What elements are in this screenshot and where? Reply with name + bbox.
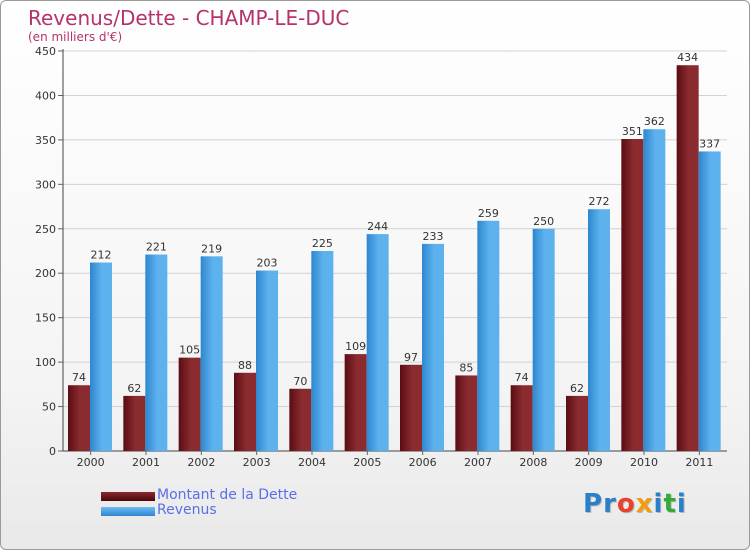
legend-label-dette: Montant de la Dette bbox=[157, 487, 298, 503]
x-tick-label: 2005 bbox=[353, 456, 381, 469]
bar-dette-2010 bbox=[621, 139, 644, 451]
data-label-dette-2005: 109 bbox=[345, 340, 366, 353]
x-tick-label: 2011 bbox=[685, 456, 713, 469]
data-label-dette-2010: 351 bbox=[622, 125, 643, 138]
data-label-dette-2003: 88 bbox=[238, 359, 252, 372]
bar-dette-2011 bbox=[676, 65, 699, 451]
bar-revenus-2006 bbox=[422, 243, 444, 451]
data-label-dette-2011: 434 bbox=[677, 51, 698, 64]
bar-dette-2004 bbox=[289, 388, 312, 451]
x-tick-label: 2008 bbox=[519, 456, 547, 469]
bar-dette-2008 bbox=[510, 385, 533, 451]
data-label-revenus-2011: 337 bbox=[699, 137, 720, 150]
data-label-dette-2004: 70 bbox=[293, 375, 307, 388]
data-label-dette-2007: 85 bbox=[459, 361, 473, 374]
bar-dette-2005 bbox=[344, 354, 367, 451]
data-label-dette-2000: 74 bbox=[72, 371, 86, 384]
y-tick-label: 0 bbox=[49, 445, 56, 458]
chart-subtitle: (en milliers d'€) bbox=[28, 30, 123, 44]
y-tick-label: 400 bbox=[35, 89, 56, 102]
x-tick-label: 2006 bbox=[409, 456, 437, 469]
bar-dette-2007 bbox=[455, 375, 478, 451]
y-tick-label: 350 bbox=[35, 134, 56, 147]
bar-dette-2001 bbox=[123, 395, 146, 451]
bar-revenus-2008 bbox=[532, 228, 555, 451]
chart-title: Revenus/Dette - CHAMP-LE-DUC bbox=[28, 6, 350, 30]
x-tick-label: 2002 bbox=[187, 456, 215, 469]
legend-swatch-revenus bbox=[101, 507, 155, 516]
data-label-dette-2006: 97 bbox=[404, 351, 418, 364]
bar-revenus-2004 bbox=[311, 251, 334, 451]
data-label-revenus-2002: 219 bbox=[201, 242, 222, 255]
bar-revenus-2010 bbox=[643, 129, 666, 451]
legend-swatch-dette bbox=[101, 492, 155, 501]
data-label-revenus-2006: 233 bbox=[423, 230, 444, 243]
bar-revenus-2007 bbox=[477, 220, 500, 451]
x-tick-label: 2000 bbox=[77, 456, 105, 469]
data-label-revenus-2007: 259 bbox=[478, 207, 499, 220]
x-tick-label: 2001 bbox=[132, 456, 160, 469]
bar-revenus-2005 bbox=[366, 234, 389, 451]
data-label-revenus-2010: 362 bbox=[644, 115, 665, 128]
x-tick-label: 2009 bbox=[575, 456, 603, 469]
data-label-revenus-2009: 272 bbox=[589, 195, 610, 208]
bar-dette-2000 bbox=[68, 385, 90, 451]
legend-label-revenus: Revenus bbox=[157, 502, 217, 518]
y-tick-label: 150 bbox=[35, 312, 56, 325]
data-label-revenus-2008: 250 bbox=[533, 215, 554, 228]
bar-revenus-2001 bbox=[145, 254, 168, 451]
data-label-revenus-2004: 225 bbox=[312, 237, 333, 250]
y-tick-label: 450 bbox=[35, 45, 56, 58]
y-tick-label: 250 bbox=[35, 223, 56, 236]
data-label-revenus-2000: 212 bbox=[91, 249, 112, 262]
proxiti-logo: Proxiti bbox=[583, 489, 687, 519]
y-tick-label: 100 bbox=[35, 356, 56, 369]
x-tick-label: 2010 bbox=[630, 456, 658, 469]
bar-revenus-2009 bbox=[588, 209, 610, 451]
x-tick-label: 2007 bbox=[464, 456, 492, 469]
data-label-dette-2002: 105 bbox=[179, 344, 200, 357]
data-label-dette-2001: 62 bbox=[127, 382, 141, 395]
x-tick-label: 2003 bbox=[243, 456, 271, 469]
bar-dette-2003 bbox=[234, 372, 256, 451]
bar-revenus-2011 bbox=[698, 151, 721, 451]
data-label-revenus-2005: 244 bbox=[367, 220, 388, 233]
bar-revenus-2003 bbox=[256, 270, 278, 451]
bar-dette-2006 bbox=[400, 364, 422, 451]
y-tick-label: 300 bbox=[35, 178, 56, 191]
data-label-revenus-2003: 203 bbox=[257, 257, 278, 270]
x-tick-label: 2004 bbox=[298, 456, 326, 469]
data-label-dette-2009: 62 bbox=[570, 382, 584, 395]
bar-revenus-2002 bbox=[200, 256, 223, 451]
bar-revenus-2000 bbox=[90, 262, 112, 451]
bar-dette-2002 bbox=[178, 357, 201, 451]
data-label-dette-2008: 74 bbox=[515, 371, 529, 384]
bar-dette-2009 bbox=[566, 395, 588, 451]
y-tick-label: 200 bbox=[35, 267, 56, 280]
data-label-revenus-2001: 221 bbox=[146, 241, 167, 254]
y-tick-label: 50 bbox=[42, 401, 56, 414]
